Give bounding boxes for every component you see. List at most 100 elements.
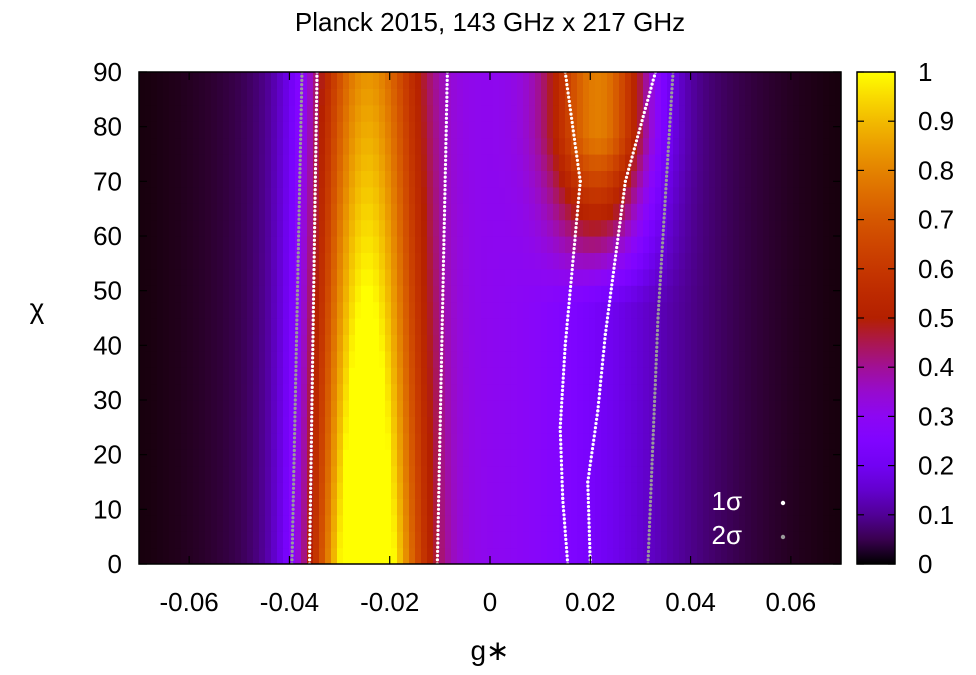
- heatmap-cell: [625, 170, 632, 188]
- heatmap-cell: [277, 137, 284, 155]
- heatmap-cell: [487, 498, 494, 516]
- heatmap-cell: [517, 514, 524, 532]
- heatmap-cell: [139, 268, 146, 286]
- heatmap-cell: [769, 219, 776, 237]
- heatmap-cell: [463, 72, 470, 89]
- heatmap-cell: [427, 137, 434, 155]
- heatmap-cell: [289, 104, 296, 122]
- heatmap-cell: [835, 400, 841, 417]
- heatmap-cell: [199, 72, 206, 89]
- heatmap-cell: [535, 350, 542, 368]
- heatmap-cell: [259, 400, 266, 417]
- heatmap-cell: [253, 400, 260, 417]
- heatmap-cell: [685, 449, 692, 467]
- heatmap-cell: [469, 186, 476, 204]
- contour-dot: [294, 364, 298, 368]
- heatmap-cell: [259, 465, 266, 483]
- heatmap-cell: [211, 400, 218, 417]
- heatmap-cell: [721, 121, 728, 139]
- heatmap-cell: [787, 514, 794, 532]
- heatmap-cell: [241, 72, 248, 89]
- heatmap-cell: [427, 186, 434, 204]
- contour-dot: [296, 255, 300, 259]
- heatmap-cell: [205, 449, 212, 467]
- heatmap-cell: [733, 137, 740, 155]
- heatmap-cell: [247, 203, 254, 221]
- heatmap-cell: [637, 334, 644, 352]
- heatmap-cell: [253, 547, 260, 564]
- contour-dot: [587, 513, 591, 517]
- heatmap-cell: [781, 498, 788, 516]
- contour-dot: [561, 492, 565, 496]
- heatmap-cell: [697, 400, 704, 417]
- heatmap-cell: [763, 301, 770, 319]
- heatmap-cell: [505, 72, 512, 89]
- heatmap-cell: [589, 367, 596, 385]
- contour-dot: [586, 484, 590, 488]
- heatmap-cell: [757, 121, 764, 139]
- heatmap-cell: [319, 104, 326, 122]
- heatmap-cell: [361, 531, 368, 549]
- heatmap-cell: [475, 154, 482, 171]
- heatmap-cell: [163, 367, 170, 385]
- contour-dot: [298, 167, 302, 171]
- heatmap-cell: [625, 318, 632, 335]
- heatmap-cell: [541, 137, 548, 155]
- contour-dot: [313, 192, 317, 196]
- contour-dot: [293, 398, 297, 402]
- heatmap-cell: [655, 547, 662, 564]
- heatmap-cell: [175, 465, 182, 483]
- heatmap-cell: [709, 104, 716, 122]
- heatmap-cell: [679, 498, 686, 516]
- heatmap-cell: [157, 72, 164, 89]
- heatmap-cell: [199, 334, 206, 352]
- contour-dot: [445, 83, 449, 87]
- heatmap-cell: [643, 72, 650, 89]
- heatmap-cell: [421, 186, 428, 204]
- heatmap-cell: [805, 350, 812, 368]
- heatmap-cell: [673, 350, 680, 368]
- heatmap-cell: [523, 186, 530, 204]
- heatmap-cell: [715, 88, 722, 106]
- heatmap-cell: [739, 531, 746, 549]
- heatmap-cell: [505, 547, 512, 564]
- heatmap-cell: [757, 498, 764, 516]
- heatmap-cell: [517, 432, 524, 450]
- heatmap-cell: [727, 498, 734, 516]
- contour-dot: [622, 188, 626, 192]
- heatmap-cell: [685, 301, 692, 319]
- heatmap-cell: [379, 449, 386, 467]
- contour-dot: [559, 450, 563, 454]
- heatmap-cell: [829, 498, 836, 516]
- heatmap-cell: [187, 449, 194, 467]
- heatmap-cell: [727, 318, 734, 335]
- heatmap-cell: [601, 104, 608, 122]
- heatmap-cell: [247, 268, 254, 286]
- heatmap-cell: [655, 236, 662, 253]
- heatmap-cell: [415, 334, 422, 352]
- heatmap-cell: [655, 137, 662, 155]
- heatmap-cell: [691, 186, 698, 204]
- heatmap-cell: [547, 367, 554, 385]
- heatmap-cell: [427, 416, 434, 434]
- heatmap-cell: [571, 104, 578, 122]
- heatmap-cell: [379, 186, 386, 204]
- heatmap-cell: [535, 121, 542, 139]
- heatmap-cell: [301, 531, 308, 549]
- heatmap-cell: [331, 104, 338, 122]
- heatmap-cell: [613, 465, 620, 483]
- contour-dot: [565, 322, 569, 326]
- heatmap-cell: [523, 318, 530, 335]
- heatmap-cell: [337, 88, 344, 106]
- heatmap-cell: [613, 219, 620, 237]
- heatmap-cell: [583, 236, 590, 253]
- heatmap-cell: [727, 268, 734, 286]
- contour-dot: [294, 356, 298, 360]
- contour-dot: [670, 82, 674, 87]
- heatmap-cell: [787, 465, 794, 483]
- heatmap-cell: [787, 285, 794, 303]
- heatmap-cell: [259, 367, 266, 385]
- contour-dot: [308, 499, 313, 503]
- heatmap-cell: [655, 465, 662, 483]
- heatmap-cell: [559, 416, 566, 434]
